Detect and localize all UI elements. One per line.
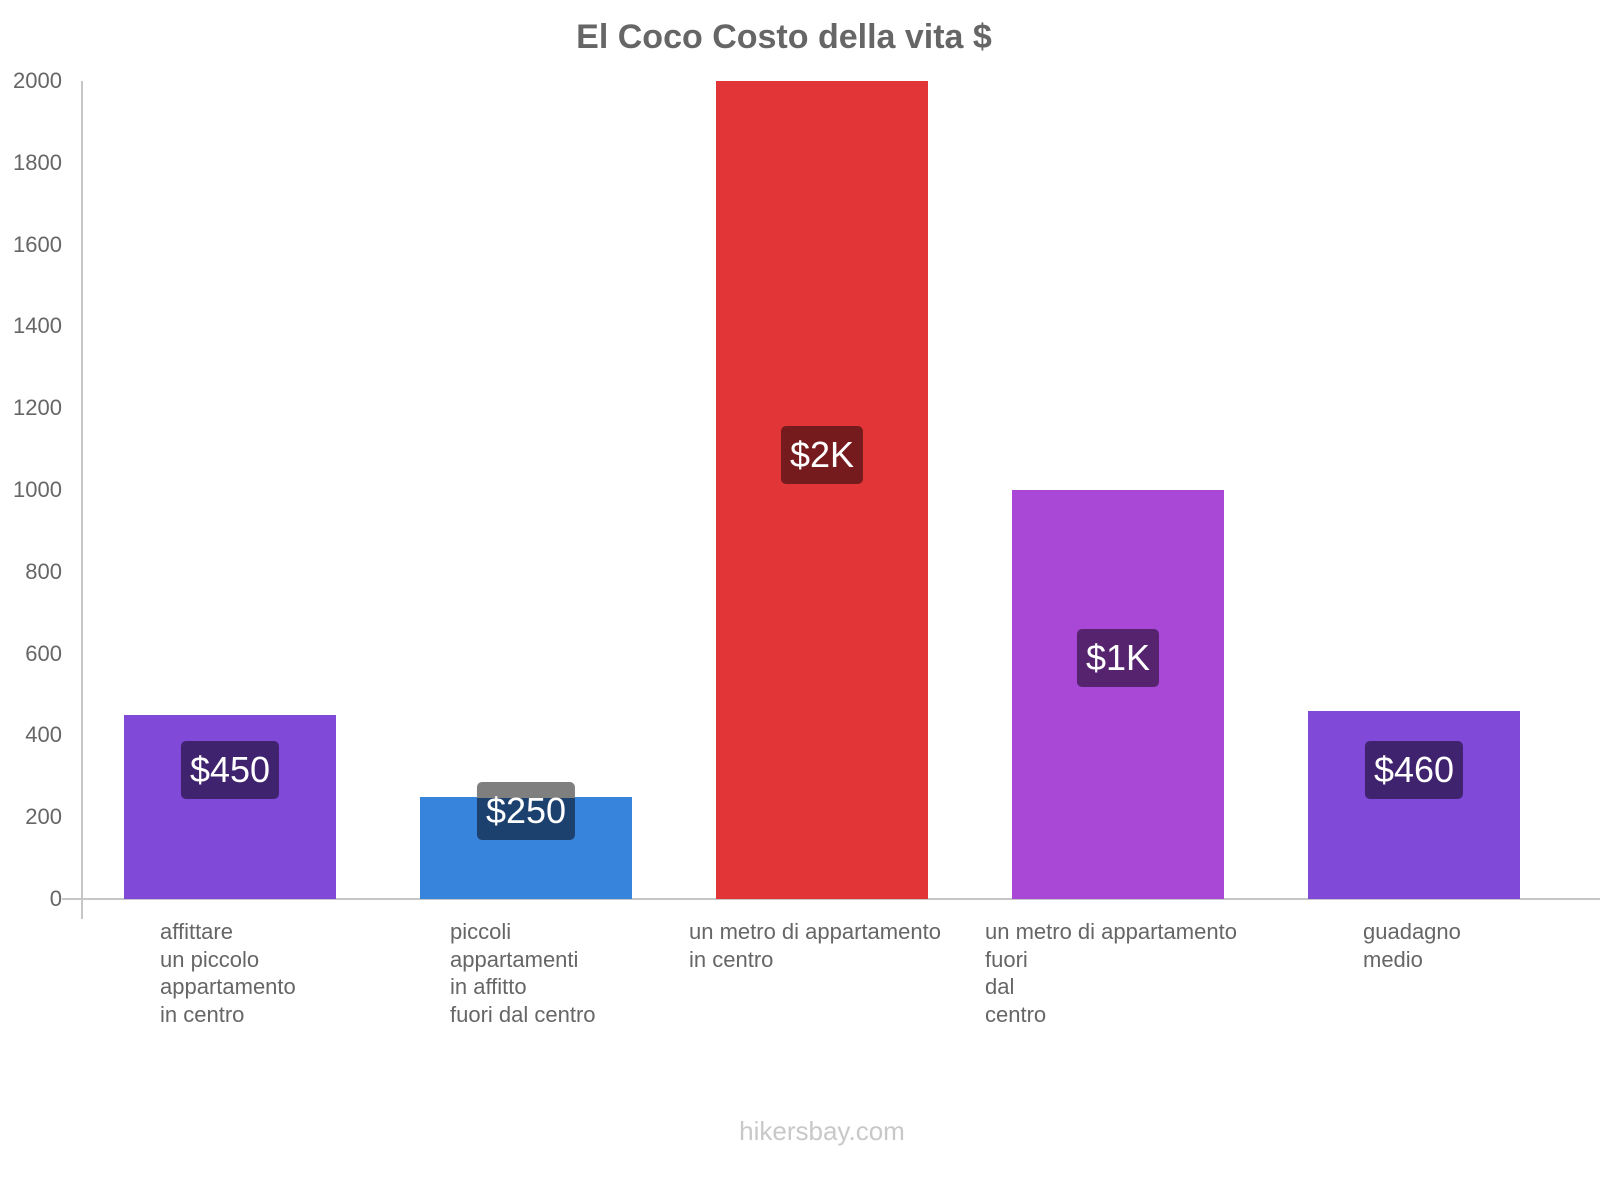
x-category-label-line: centro (985, 1001, 1047, 1027)
x-category-label-line: in centro (160, 1001, 245, 1027)
y-tick-label: 1600 (13, 231, 62, 257)
x-category-label-line: un metro di appartamento (689, 919, 941, 944)
y-tick-label: 1000 (13, 477, 62, 502)
x-category-label-line: affittare (160, 919, 233, 944)
y-tick-label: 1200 (13, 395, 62, 421)
x-category-label-line: fuori (985, 946, 1028, 972)
x-category-label-line: appartamento (160, 974, 296, 999)
y-tick-label: 200 (25, 804, 62, 830)
y-tick-label: 600 (25, 640, 62, 666)
x-category-label: piccoli appartamenti in affitto fuori dal c… (450, 918, 596, 1028)
x-category-label-line: piccoli (450, 919, 512, 944)
bar-value-label: $450 (180, 741, 280, 799)
chart-title: El Coco Costo della vita $ (576, 18, 992, 56)
x-category-label-line: fuori dal centro (450, 1001, 596, 1027)
y-tick-label: 400 (25, 722, 62, 748)
x-category-label: affittare un piccolo appartamento in centro (160, 918, 296, 1028)
x-category-label-line: guadagno (1363, 919, 1461, 944)
bar[interactable] (1308, 710, 1520, 899)
x-category-label: un metro di appartamento in centro (689, 918, 941, 973)
y-tick-label: 1400 (13, 313, 62, 339)
x-category-label-line: dal (985, 974, 1015, 999)
watermark: hikersbay.com (739, 1116, 905, 1146)
x-category-label-line: in centro (689, 946, 774, 972)
bar[interactable] (1012, 490, 1224, 899)
x-category-label-line: medio (1363, 946, 1423, 972)
y-tick-label: 0 (49, 886, 62, 911)
x-category-label: guadagno medio (1363, 918, 1461, 973)
y-tick-label: 2000 (13, 68, 62, 93)
x-category-label-line: appartamenti (450, 946, 579, 972)
x-category-label-line: in affitto (450, 974, 527, 999)
x-category-label: un metro di appartamento fuori dal centro (985, 918, 1237, 1028)
x-category-label-line: un piccolo (160, 946, 260, 972)
y-tick-label: 800 (25, 558, 62, 584)
y-tick-label: 1800 (13, 149, 62, 175)
bar[interactable] (716, 81, 928, 899)
bar-value-label: $2K (780, 426, 864, 484)
x-axis-line (62, 898, 1600, 900)
bar-value-label: $1K (1076, 629, 1160, 687)
y-axis-line (81, 81, 83, 919)
bar-value-label: $460 (1364, 741, 1464, 799)
bar-value-label: $250 (476, 782, 576, 840)
x-category-label-line: un metro di appartamento (985, 919, 1237, 944)
